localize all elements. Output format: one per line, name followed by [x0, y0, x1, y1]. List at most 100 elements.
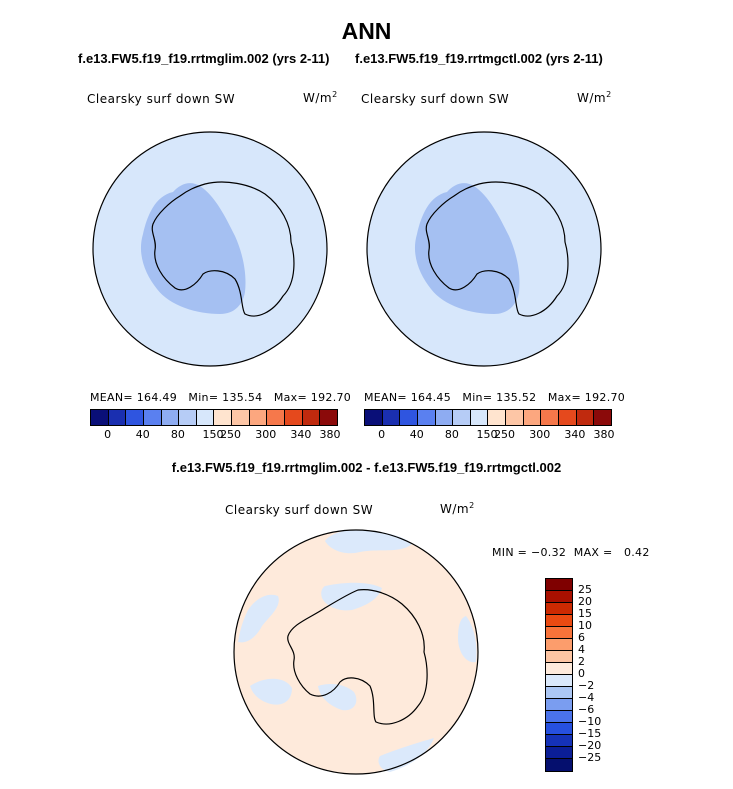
figure-title: ANN — [341, 18, 392, 44]
colorbar-tick-label: 340 — [290, 428, 312, 441]
colorbar-tick-label: 150 — [476, 428, 498, 441]
diff-patch-west — [238, 594, 279, 643]
colorbar-tick-label: 0 — [104, 428, 112, 441]
left-colorbar-ticks: 0 40 80 150 250 300 340 380 — [90, 428, 340, 442]
colorbar-swatch — [576, 410, 595, 425]
colorbar-swatch — [546, 759, 572, 771]
colorbar-tick-label: −10 — [578, 715, 602, 728]
colorbar-tick-label: −6 — [578, 703, 595, 716]
colorbar-swatch — [453, 410, 471, 425]
colorbar-swatch — [546, 639, 572, 651]
colorbar-swatch — [417, 410, 436, 425]
colorbar-swatch — [161, 410, 180, 425]
diff-colorbar — [545, 578, 573, 772]
colorbar-swatch — [196, 410, 215, 425]
diff-patch-east — [458, 616, 477, 663]
colorbar-tick-label: 6 — [578, 631, 585, 644]
colorbar-tick-label: −4 — [578, 691, 595, 704]
diff-patch-shelf — [318, 684, 357, 711]
left-case-title: f.e13.FW5.f19_f19.rrtmglim.002 (yrs 2-11… — [78, 51, 330, 66]
colorbar-swatch — [488, 410, 507, 425]
colorbar-tick-label: 0 — [578, 667, 585, 680]
diff-stats: MIN = −0.32 MAX = 0.42 — [492, 546, 650, 559]
colorbar-tick-label: 2 — [578, 655, 585, 668]
colorbar-tick-label: 340 — [564, 428, 586, 441]
colorbar-swatch — [302, 410, 321, 425]
colorbar-swatch — [546, 651, 572, 663]
colorbar-tick-label: 20 — [578, 595, 592, 608]
colorbar-swatch — [249, 410, 268, 425]
left-plot-units: W/m2 — [303, 90, 338, 105]
colorbar-tick-label: 380 — [319, 428, 341, 441]
right-colorbar — [364, 409, 612, 426]
colorbar-tick-label: 150 — [202, 428, 224, 441]
colorbar-swatch — [546, 723, 572, 735]
colorbar-swatch — [267, 410, 286, 425]
diff-colorbar-ticks: 25 20 15 10 6 4 2 0 −2 −4 −6 −10 −15 −20 −25 — [578, 578, 618, 770]
colorbar-tick-label: 40 — [409, 428, 424, 441]
difference-title: f.e13.FW5.f19_f19.rrtmglim.002 - f.e13.F… — [171, 460, 562, 475]
diff-patch-south — [378, 738, 434, 772]
colorbar-swatch — [523, 410, 542, 425]
right-polar-map — [366, 131, 602, 367]
colorbar-tick-label: −25 — [578, 751, 602, 764]
colorbar-swatch — [214, 410, 233, 425]
colorbar-tick-label: 40 — [135, 428, 150, 441]
diff-patch-southwest — [250, 678, 292, 705]
diff-plot-units: W/m2 — [440, 501, 475, 516]
colorbar-tick-label: 300 — [529, 428, 551, 441]
colorbar-swatch — [232, 410, 250, 425]
left-coastline — [151, 181, 295, 317]
colorbar-swatch — [546, 747, 572, 759]
colorbar-tick-label: 80 — [444, 428, 459, 441]
colorbar-tick-label: −20 — [578, 739, 602, 752]
colorbar-swatch — [435, 410, 454, 425]
diff-plot-title: Clearsky surf down SW — [225, 503, 374, 517]
colorbar-tick-label: 250 — [494, 428, 516, 441]
colorbar-tick-label: 80 — [170, 428, 185, 441]
colorbar-tick-label: −2 — [578, 679, 595, 692]
colorbar-swatch — [506, 410, 524, 425]
colorbar-swatch — [400, 410, 418, 425]
colorbar-tick-label: 300 — [255, 428, 277, 441]
diff-patch-north — [325, 530, 412, 554]
colorbar-swatch — [546, 663, 572, 675]
left-stats: MEAN= 164.49 Min= 135.54 Max= 192.70 — [90, 391, 352, 404]
colorbar-swatch — [365, 410, 383, 425]
colorbar-tick-label: 25 — [578, 583, 592, 596]
colorbar-swatch — [179, 410, 197, 425]
left-polar-map — [92, 131, 328, 367]
colorbar-tick-label: 380 — [593, 428, 615, 441]
colorbar-swatch — [594, 410, 611, 425]
diff-positive-field — [234, 530, 478, 774]
right-coastline — [425, 181, 569, 317]
colorbar-tick-label: 10 — [578, 619, 592, 632]
colorbar-swatch — [559, 410, 577, 425]
colorbar-swatch — [382, 410, 401, 425]
colorbar-swatch — [285, 410, 303, 425]
right-stats: MEAN= 164.45 Min= 135.52 Max= 192.70 — [364, 391, 626, 404]
right-colorbar-ticks: 0 40 80 150 250 300 340 380 — [364, 428, 614, 442]
colorbar-swatch — [91, 410, 109, 425]
colorbar-swatch — [541, 410, 560, 425]
colorbar-swatch — [126, 410, 144, 425]
colorbar-swatch — [546, 579, 572, 591]
colorbar-swatch — [546, 627, 572, 639]
colorbar-swatch — [546, 735, 572, 747]
left-colorbar — [90, 409, 338, 426]
right-plot-title: Clearsky surf down SW — [361, 92, 510, 106]
colorbar-tick-label: 15 — [578, 607, 592, 620]
colorbar-swatch — [546, 675, 572, 687]
colorbar-tick-label: 250 — [220, 428, 242, 441]
diff-map-border — [233, 529, 479, 775]
right-case-title: f.e13.FW5.f19_f19.rrtmgctl.002 (yrs 2-11… — [355, 51, 603, 66]
colorbar-tick-label: −15 — [578, 727, 602, 740]
colorbar-swatch — [108, 410, 127, 425]
colorbar-swatch — [546, 591, 572, 603]
colorbar-swatch — [470, 410, 489, 425]
diff-coastline — [287, 589, 428, 725]
colorbar-swatch — [546, 699, 572, 711]
colorbar-swatch — [143, 410, 162, 425]
left-map-border — [92, 131, 328, 367]
diff-polar-map — [233, 529, 479, 775]
